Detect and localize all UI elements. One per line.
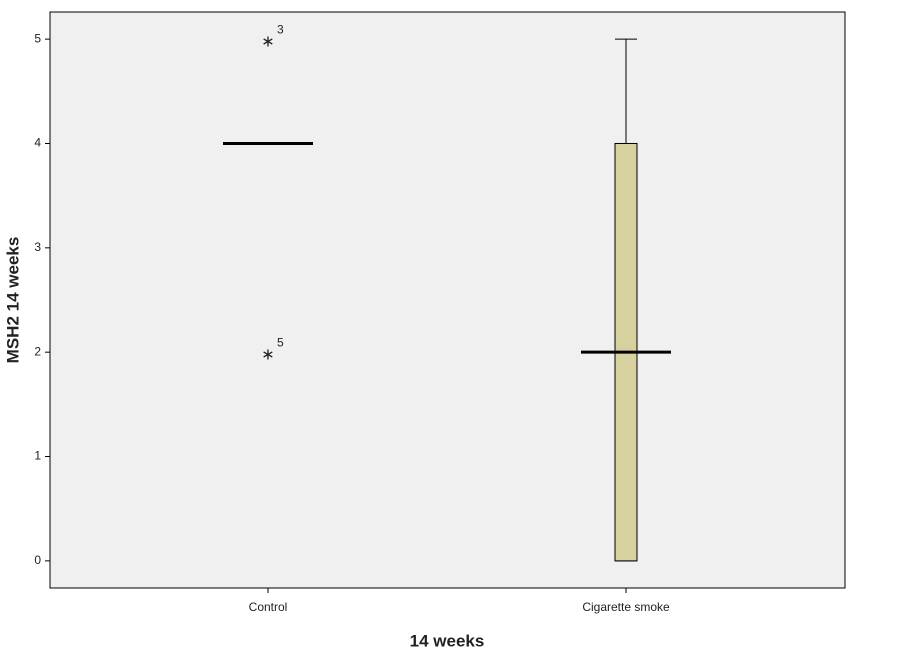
outlier-label: 5	[277, 335, 284, 349]
plot-area	[49, 11, 846, 589]
x-axis-label: 14 weeks	[410, 631, 485, 650]
x-tick-label: Cigarette smoke	[582, 600, 670, 614]
x-tick-label: Control	[249, 600, 288, 614]
y-tick-label: 4	[34, 136, 41, 150]
y-tick-label: 1	[34, 449, 41, 463]
outlier-label: 3	[277, 22, 284, 36]
outlier: ∗	[261, 346, 274, 363]
y-tick-label: 3	[34, 240, 41, 254]
y-tick-label: 5	[34, 31, 41, 45]
y-axis-label: MSH2 14 weeks	[3, 237, 22, 364]
outlier: ∗	[261, 33, 274, 50]
y-tick-label: 0	[34, 553, 41, 567]
y-tick-label: 2	[34, 344, 41, 358]
